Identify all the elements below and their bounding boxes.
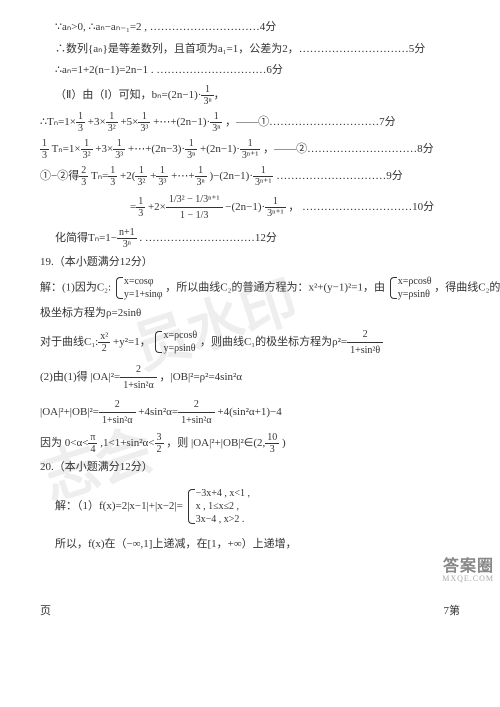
q20-head: 20.（本小题满分12分） — [40, 459, 460, 477]
line-7: ①−②得23 Tₙ=13 +2(13² +13³ +⋯+13ⁿ )−(2n−1)… — [40, 165, 460, 188]
line-9: 化简得Tₙ=1−n+13ⁿ . …………………………12分 — [40, 227, 460, 250]
line-2: ∴数列{aₙ}是等差数列，且首项为a₁=1，公差为2，…………………………5分 — [40, 41, 460, 59]
line-10: 解：(1)因为C₂: x=cosφy=1+sinφ ，所以曲线C₂的普通方程为：… — [40, 275, 460, 301]
page-content: ∵aₙ>0, ∴aₙ−aₙ₋₁=2 , …………………………4分 ∴数列{aₙ}… — [0, 0, 500, 587]
footer-right: 7第 — [444, 602, 461, 618]
line-8: =13 +2×1/3² − 1/3ⁿ⁺¹1 − 1/3 −(2n−1)·13ⁿ⁺… — [40, 192, 460, 223]
line-16: 所以，f(x)在（−∞,1]上递减，在[1，+∞）上递增， — [40, 536, 460, 554]
line-14: 因为 0<α<π4 ,1<1+sin²α<32 ，则 |OA|²+|OB|²∈(… — [40, 432, 460, 455]
footer-left: 页 — [40, 602, 51, 618]
line-6: 13 Tₙ=1×13² +3×13³ +⋯+(2n−3)·13ⁿ +(2n−1)… — [40, 138, 460, 161]
line-3: ∴aₙ=1+2(n−1)=2n−1 . …………………………6分 — [40, 62, 460, 80]
line-12: (2)由(1)得 |OA|²=21+sin²α ，|OB|²=ρ²=4sin²α — [40, 362, 460, 393]
line-11: 对于曲线C₁:x²2 +y²=1， x=ρcosθy=ρsinθ ，则曲线C₁的… — [40, 327, 460, 358]
q19-head: 19.（本小题满分12分） — [40, 254, 460, 272]
line-5: ∴Tₙ=1×13 +3×13² +5×13³ +⋯+(2n−1)·13ⁿ ，——… — [40, 111, 460, 134]
line-13: |OA|²+|OB|²=21+sin²α +4sin²α=21+sin²α +4… — [40, 397, 460, 428]
line-1: ∵aₙ>0, ∴aₙ−aₙ₋₁=2 , …………………………4分 — [40, 19, 460, 37]
line-15: 解：（1）f(x)=2|x−1|+|x−2|= −3x+4 , x<1 , x … — [40, 487, 460, 526]
line-4: （Ⅱ）由（Ⅰ）可知，bₙ=(2n−1)·13ⁿ， — [40, 84, 460, 107]
line-10d: 极坐标方程为ρ=2sinθ — [40, 305, 460, 323]
